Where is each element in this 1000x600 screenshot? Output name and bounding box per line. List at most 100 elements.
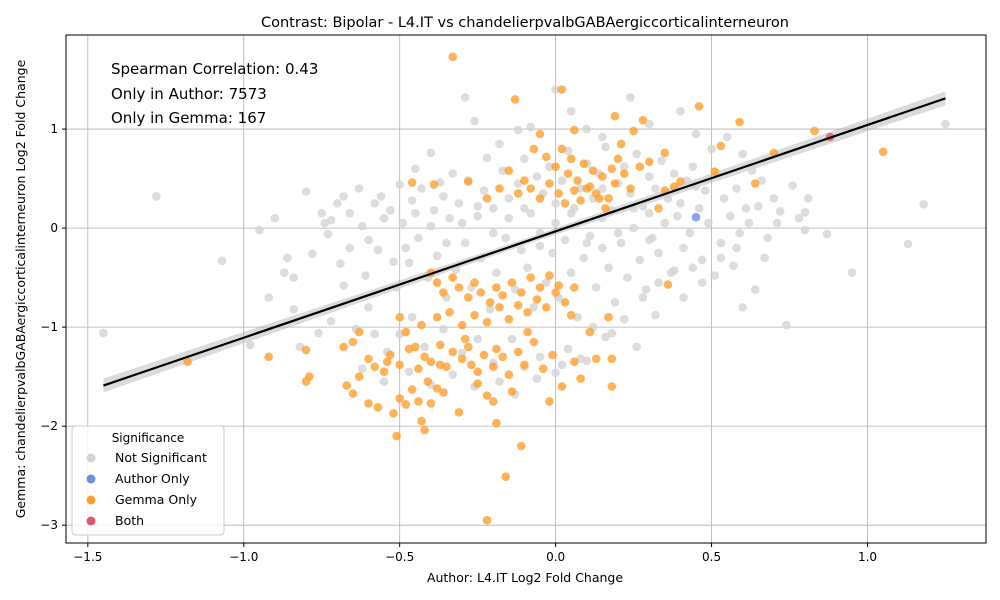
point-gemma-only <box>417 416 426 426</box>
point-not-significant <box>754 202 763 211</box>
point-gemma-only <box>507 278 517 287</box>
point-not-significant <box>420 342 429 352</box>
point-not-significant <box>732 184 741 193</box>
point-author-only <box>691 212 701 222</box>
point-gemma-only <box>576 196 585 205</box>
point-gemma-only <box>629 126 638 136</box>
point-not-significant <box>217 256 227 266</box>
point-not-significant <box>566 208 576 218</box>
annotation-spearman: Spearman Correlation: 0.43 <box>111 60 318 78</box>
point-not-significant <box>710 271 719 280</box>
point-gemma-only <box>517 441 526 451</box>
point-not-significant <box>361 271 370 280</box>
point-not-significant <box>551 85 560 94</box>
point-not-significant <box>439 324 448 334</box>
y-axis-label: Gemma: chandelierpvalbGABAergiccorticali… <box>13 59 28 518</box>
point-not-significant <box>460 238 470 248</box>
point-not-significant <box>585 231 595 241</box>
point-not-significant <box>563 344 573 354</box>
point-gemma-only <box>607 382 617 391</box>
point-not-significant <box>379 377 389 386</box>
point-gemma-only <box>585 182 595 191</box>
point-not-significant <box>317 208 327 218</box>
point-not-significant <box>794 213 804 223</box>
point-not-significant <box>448 370 458 380</box>
point-not-significant <box>822 229 832 239</box>
point-not-significant <box>735 228 744 238</box>
point-gemma-only <box>448 52 458 62</box>
point-not-significant <box>800 225 810 235</box>
point-gemma-only <box>492 344 501 354</box>
point-gemma-only <box>585 327 595 337</box>
point-not-significant <box>442 238 451 248</box>
point-not-significant <box>601 142 610 152</box>
point-gemma-only <box>644 157 654 167</box>
point-not-significant <box>697 255 707 265</box>
point-not-significant <box>557 360 567 370</box>
point-not-significant <box>479 186 489 195</box>
point-not-significant <box>551 218 560 228</box>
regression-line-group <box>103 97 946 387</box>
point-gemma-only <box>570 283 579 292</box>
point-not-significant <box>264 293 274 302</box>
legend-marker-author-only <box>86 474 96 484</box>
point-gemma-only <box>417 320 426 330</box>
point-gemma-only <box>448 273 458 282</box>
regression-line <box>103 97 946 387</box>
point-gemma-only <box>635 162 645 171</box>
point-gemma-only <box>545 397 554 406</box>
point-not-significant <box>847 268 857 278</box>
point-not-significant <box>591 283 601 292</box>
point-not-significant <box>560 235 570 245</box>
point-gemma-only <box>439 288 448 297</box>
point-not-significant <box>495 139 504 149</box>
point-not-significant <box>426 148 436 158</box>
point-gemma-only <box>432 384 442 393</box>
point-gemma-only <box>389 409 398 418</box>
point-gemma-only <box>576 374 585 383</box>
point-not-significant <box>520 204 529 213</box>
point-not-significant <box>632 149 641 159</box>
point-gemma-only <box>545 179 554 188</box>
point-not-significant <box>308 249 317 259</box>
point-not-significant <box>716 238 726 248</box>
point-not-significant <box>566 268 576 278</box>
point-not-significant <box>529 303 539 312</box>
point-not-significant <box>738 303 747 312</box>
point-gemma-only <box>545 271 554 280</box>
point-not-significant <box>470 116 479 126</box>
point-gemma-only <box>420 352 429 362</box>
legend-title: Significance <box>112 431 185 445</box>
point-gemma-only <box>495 184 504 193</box>
point-gemma-only <box>601 204 610 213</box>
point-not-significant <box>432 251 442 261</box>
point-not-significant <box>747 166 757 175</box>
point-not-significant <box>651 310 660 320</box>
point-gemma-only <box>663 280 673 289</box>
point-gemma-only <box>501 472 511 482</box>
point-not-significant <box>582 356 592 366</box>
annotation-author-only: Only in Author: 7573 <box>111 85 267 103</box>
point-not-significant <box>760 253 769 263</box>
point-not-significant <box>716 253 726 263</box>
point-gemma-only <box>264 352 274 362</box>
point-not-significant <box>644 208 654 218</box>
point-gemma-only <box>769 148 779 158</box>
point-not-significant <box>626 93 635 102</box>
point-not-significant <box>489 228 498 238</box>
point-not-significant <box>654 278 663 287</box>
point-not-significant <box>379 213 389 223</box>
point-not-significant <box>704 218 713 228</box>
point-not-significant <box>386 206 395 215</box>
point-not-significant <box>523 263 532 273</box>
point-not-significant <box>323 229 333 239</box>
point-not-significant <box>750 285 760 294</box>
point-gemma-only <box>638 115 648 125</box>
point-not-significant <box>364 303 373 312</box>
point-gemma-only <box>426 399 436 408</box>
point-not-significant <box>326 316 336 326</box>
point-gemma-only <box>479 350 489 360</box>
point-gemma-only <box>660 148 670 158</box>
point-gemma-only <box>301 345 311 355</box>
point-gemma-only <box>513 301 523 310</box>
